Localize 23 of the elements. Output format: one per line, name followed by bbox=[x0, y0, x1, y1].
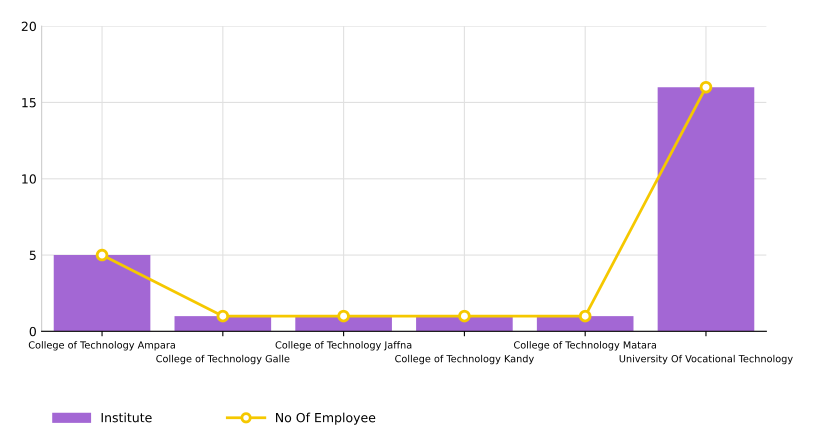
legend-label: No Of Employee bbox=[276, 412, 376, 425]
point bbox=[700, 80, 712, 94]
bar bbox=[54, 255, 150, 332]
x-tick-label: College of Technology Galle bbox=[156, 354, 290, 364]
x-tick-label: University Of Vocational Technology bbox=[620, 354, 793, 364]
y-tick-label: 20 bbox=[22, 22, 36, 32]
y-tick-label: 15 bbox=[22, 98, 36, 108]
bar bbox=[658, 87, 754, 332]
legend-label: Institute bbox=[102, 412, 152, 422]
point bbox=[578, 310, 592, 322]
x-tick-label: College of Technology Jaffna bbox=[276, 341, 412, 350]
point bbox=[216, 310, 230, 322]
x-tick-label: College of Technology Ampara bbox=[28, 341, 175, 350]
x-tick-label: College of Technology Matara bbox=[514, 341, 656, 350]
y-tick-label: 10 bbox=[22, 174, 36, 184]
point bbox=[458, 310, 471, 322]
y-tick-label: 5 bbox=[30, 250, 36, 260]
y-tick-label: 0 bbox=[30, 326, 36, 336]
bar bbox=[174, 316, 272, 332]
x-tick-label: College of Technology Kandy bbox=[395, 354, 534, 364]
point bbox=[337, 310, 350, 322]
point bbox=[96, 248, 108, 262]
bar bbox=[536, 316, 634, 332]
